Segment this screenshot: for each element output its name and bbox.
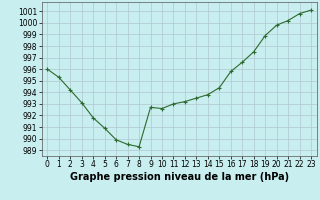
X-axis label: Graphe pression niveau de la mer (hPa): Graphe pression niveau de la mer (hPa)	[70, 172, 289, 182]
